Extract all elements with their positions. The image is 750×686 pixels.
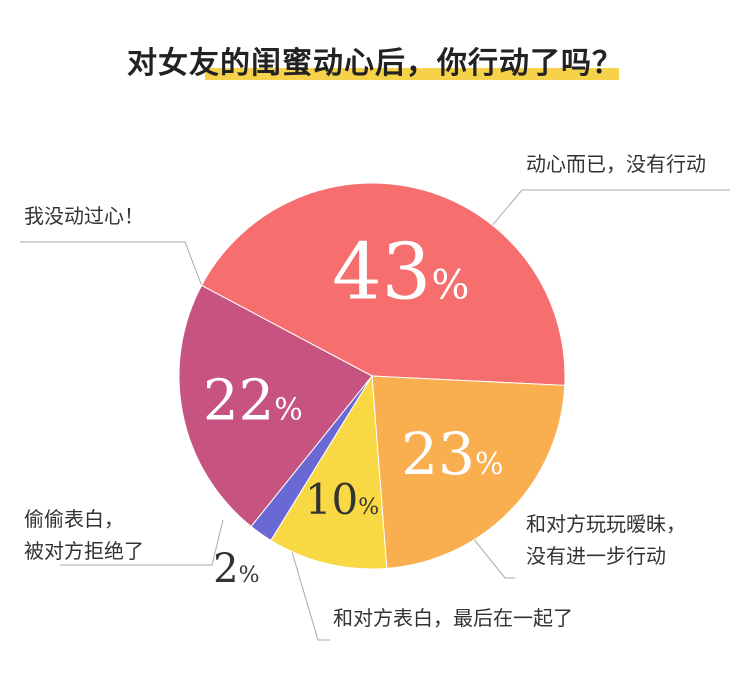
pie-slice-never-moved bbox=[178, 284, 373, 528]
guide-line-confessed bbox=[286, 534, 330, 641]
pie-label-never-moved: 22% bbox=[203, 369, 303, 434]
pie-labels: 43%23%10%2%22% bbox=[203, 227, 503, 592]
title-container: 对女友的闺蜜动心后，你行动了吗？ bbox=[0, 38, 750, 82]
pie-label-flirt: 23% bbox=[401, 420, 503, 488]
pie-label-value-never-moved: 22 bbox=[203, 369, 274, 434]
callout-rejected-line1: 偷偷表白， bbox=[24, 507, 124, 531]
pie-label-unit-moved-only: % bbox=[431, 262, 469, 308]
pie-slice-moved-only bbox=[200, 182, 566, 386]
pie-label-value-rejected: 2 bbox=[213, 546, 238, 592]
pie-label-unit-flirt: % bbox=[475, 447, 504, 482]
callout-rejected-line2: 被对方拒绝了 bbox=[24, 539, 144, 563]
pie-label-value-moved-only: 43 bbox=[332, 227, 431, 317]
pie-slice-flirt bbox=[371, 375, 566, 569]
callout-never-moved: 我没动过心！ bbox=[24, 204, 144, 228]
pie-label-confessed-together: 10% bbox=[305, 475, 379, 524]
pie-label-unit-rejected: % bbox=[239, 563, 260, 588]
chart-title: 对女友的闺蜜动心后，你行动了吗？ bbox=[127, 38, 623, 82]
guide-line-never-moved bbox=[20, 241, 212, 311]
callout-confessed-together: 和对方表白，最后在一起了 bbox=[333, 606, 573, 630]
pie-slice-confessed-together bbox=[270, 374, 388, 570]
pie-label-unit-confessed-together: % bbox=[358, 495, 379, 520]
callout-flirt-line1: 和对方玩玩暧昧， bbox=[526, 512, 686, 536]
pie-label-moved-only: 43% bbox=[332, 227, 469, 317]
chart-title-text: 对女友的闺蜜动心后，你行动了吗？ bbox=[127, 46, 623, 81]
pie-label-value-confessed-together: 10 bbox=[305, 475, 358, 524]
pie-label-value-flirt: 23 bbox=[401, 420, 475, 488]
pie-label-rejected: 2% bbox=[213, 546, 259, 592]
callout-flirt: 和对方玩玩暧昧， 没有进一步行动 bbox=[526, 508, 686, 572]
callout-rejected: 偷偷表白， 被对方拒绝了 bbox=[24, 503, 144, 567]
callout-moved-only: 动心而已，没有行动 bbox=[526, 152, 706, 176]
callout-flirt-line2: 没有进一步行动 bbox=[526, 544, 666, 568]
guide-line-rejected bbox=[60, 519, 224, 566]
pie-slices bbox=[178, 182, 566, 570]
pie-label-unit-never-moved: % bbox=[274, 393, 303, 428]
